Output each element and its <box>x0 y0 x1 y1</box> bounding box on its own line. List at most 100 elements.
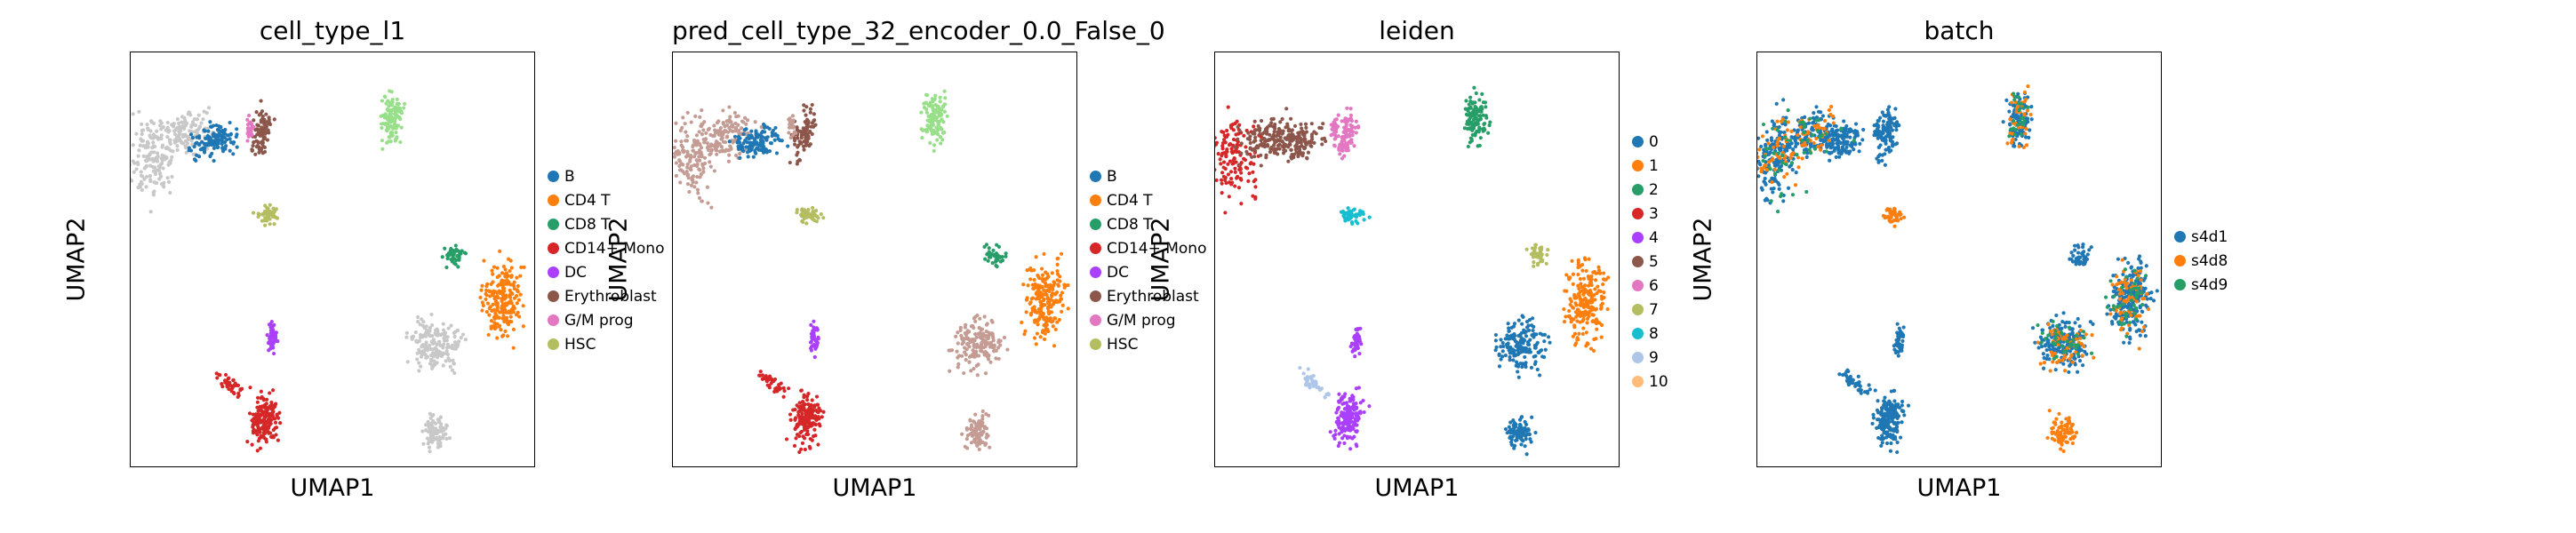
scatter-point <box>495 336 500 340</box>
scatter-point <box>797 421 802 426</box>
scatter-point <box>967 345 972 349</box>
scatter-point <box>935 119 940 124</box>
scatter-point <box>269 400 274 405</box>
scatter-point <box>1809 144 1813 149</box>
scatter-point <box>800 131 805 136</box>
scatter-point <box>1234 132 1238 137</box>
scatter-point <box>444 359 448 363</box>
scatter-point <box>798 430 803 435</box>
scatter-point <box>170 155 174 159</box>
scatter-point <box>253 152 258 156</box>
scatter-point <box>430 425 435 429</box>
scatter-point <box>1833 147 1837 151</box>
chart-title: cell_type_l1 <box>259 16 406 45</box>
scatter-point <box>973 319 978 323</box>
scatter-point <box>456 339 461 344</box>
scatter-point <box>1562 306 1566 312</box>
scatter-point <box>1301 371 1306 376</box>
scatter-point <box>919 127 924 131</box>
scatter-point <box>1303 376 1308 381</box>
scatter-point <box>190 135 195 140</box>
scatter-point <box>1774 101 1779 106</box>
scatter-point <box>1593 320 1597 324</box>
scatter-point <box>996 258 1000 262</box>
scatter-point <box>1885 107 1890 112</box>
scatter-point <box>495 283 500 288</box>
scatter-point <box>1512 426 1516 430</box>
scatter-point <box>271 346 276 350</box>
scatter-point <box>1272 130 1276 134</box>
legend-label: 10 <box>1649 372 1668 391</box>
scatter-point <box>492 307 497 312</box>
scatter-point <box>188 132 194 137</box>
scatter-point <box>263 203 268 208</box>
scatter-point <box>429 413 434 418</box>
scatter-point <box>1596 265 1601 269</box>
scatter-point <box>1284 107 1289 111</box>
scatter-point <box>132 170 136 174</box>
scatter-point <box>1351 347 1356 352</box>
scatter-point <box>1596 284 1600 289</box>
scatter-point <box>1493 332 1498 338</box>
scatter-point <box>987 246 991 251</box>
scatter-point <box>228 132 233 137</box>
scatter-point <box>1509 325 1514 330</box>
scatter-point <box>1770 176 1774 180</box>
scatter-point <box>256 139 260 145</box>
scatter-point <box>796 410 801 414</box>
legend-label: DC <box>1107 263 1129 282</box>
scatter-point <box>160 145 164 149</box>
scatter-point <box>980 409 985 414</box>
scatter-point <box>1315 385 1319 390</box>
scatter-point <box>262 210 267 214</box>
scatter-point <box>248 386 252 390</box>
scatter-point <box>1042 337 1047 342</box>
scatter-point <box>1035 331 1039 336</box>
scatter-point <box>214 139 219 144</box>
scatter-point <box>1601 282 1605 287</box>
scatter-point <box>1053 327 1058 331</box>
scatter-point <box>940 107 944 112</box>
scatter-point <box>1048 310 1052 314</box>
legend-item: 9 <box>1632 346 1668 370</box>
scatter-point <box>740 145 745 149</box>
scatter-point <box>256 409 260 413</box>
scatter-point <box>1803 115 1807 119</box>
scatter-point <box>756 146 760 150</box>
scatter-point <box>1260 141 1264 146</box>
scatter-point <box>452 334 457 339</box>
scatter-point <box>1254 146 1259 150</box>
scatter-point <box>798 129 803 133</box>
panel-leiden: leiden UMAP1 UMAP2 0 1 2 3 4 5 6 7 8 9 10 <box>1148 0 1801 533</box>
scatter-point <box>414 339 419 344</box>
scatter-point <box>503 329 508 333</box>
scatter-point <box>924 129 929 133</box>
scatter-point <box>677 163 682 168</box>
scatter-point <box>813 422 818 427</box>
scatter-point <box>1218 157 1222 162</box>
scatter-point <box>514 313 518 317</box>
scatter-point <box>501 279 506 283</box>
scatter-point <box>1516 370 1520 374</box>
scatter-point <box>1303 122 1308 126</box>
scatter-point <box>936 123 941 127</box>
scatter-point <box>974 431 979 435</box>
scatter-point <box>812 319 816 323</box>
scatter-point <box>511 346 516 350</box>
scatter-point <box>994 263 998 268</box>
scatter-point <box>138 182 142 187</box>
plot-area <box>130 52 535 467</box>
scatter-point <box>1233 121 1237 125</box>
scatter-point <box>1022 332 1027 337</box>
scatter-point <box>789 124 794 129</box>
scatter-point <box>1037 310 1042 314</box>
scatter-point <box>673 139 678 143</box>
scatter-point <box>1296 154 1300 159</box>
scatter-point <box>1574 303 1579 307</box>
scatter-point <box>751 140 756 145</box>
scatter-point <box>387 139 391 144</box>
scatter-point <box>165 120 170 125</box>
scatter-point <box>385 129 389 133</box>
scatter-point <box>255 400 260 404</box>
scatter-point <box>1876 136 1880 140</box>
